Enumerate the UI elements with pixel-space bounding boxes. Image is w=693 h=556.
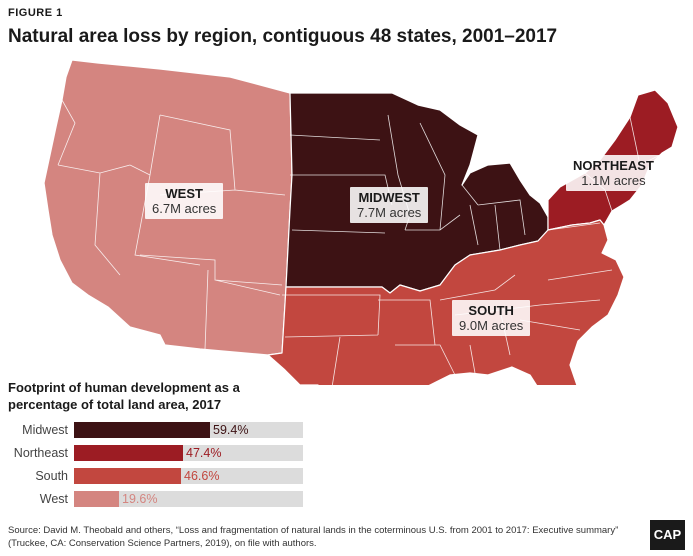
region-value: 9.0M acres [459, 318, 524, 333]
region-value: 6.7M acres [152, 201, 217, 216]
bar [74, 422, 210, 438]
bar [74, 491, 119, 507]
bar-track: 19.6% [74, 491, 303, 507]
bar-value-label: 47.4% [186, 446, 222, 460]
region-label-midwest: MIDWEST 7.7M acres [350, 187, 429, 223]
bar-track: 46.6% [74, 468, 303, 484]
us-map [43, 59, 679, 385]
region-value: 7.7M acres [357, 205, 422, 220]
region-south [267, 219, 625, 385]
bar [74, 445, 183, 461]
region-name: WEST [165, 186, 203, 201]
source-note: Source: David M. Theobald and others, “L… [8, 525, 619, 549]
region-value: 1.1M acres [581, 173, 646, 188]
bar-category-label: Midwest [22, 423, 68, 437]
bar-category-label: West [39, 492, 68, 506]
bar [74, 468, 181, 484]
chart-heading: Footprint of human development as a perc… [8, 380, 240, 412]
region-label-south: SOUTH 9.0M acres [452, 300, 531, 336]
bar-row: Northeast 47.4% [8, 445, 303, 461]
region-label-northeast: NORTHEAST 1.1M acres [566, 155, 661, 191]
state-borders [57, 99, 661, 385]
bar-row: Midwest 59.4% [8, 422, 303, 438]
bar-value-label: 46.6% [184, 469, 220, 483]
bar-value-label: 19.6% [122, 492, 158, 506]
bar-track: 47.4% [74, 445, 303, 461]
region-name: NORTHEAST [573, 158, 654, 173]
bar-row: West 19.6% [8, 491, 303, 507]
page-title: Natural area loss by region, contiguous … [8, 26, 558, 47]
figure-label: FIGURE 1 [8, 7, 63, 19]
bar-row: South 46.6% [8, 468, 303, 484]
region-label-west: WEST 6.7M acres [145, 183, 224, 219]
bar-track: 59.4% [74, 422, 303, 438]
cap-logo: CAP [650, 520, 685, 550]
bar-value-label: 59.4% [213, 423, 249, 437]
region-name: MIDWEST [358, 190, 420, 205]
bar-category-label: South [35, 469, 68, 483]
region-name: SOUTH [468, 303, 514, 318]
bar-category-label: Northeast [13, 446, 68, 460]
